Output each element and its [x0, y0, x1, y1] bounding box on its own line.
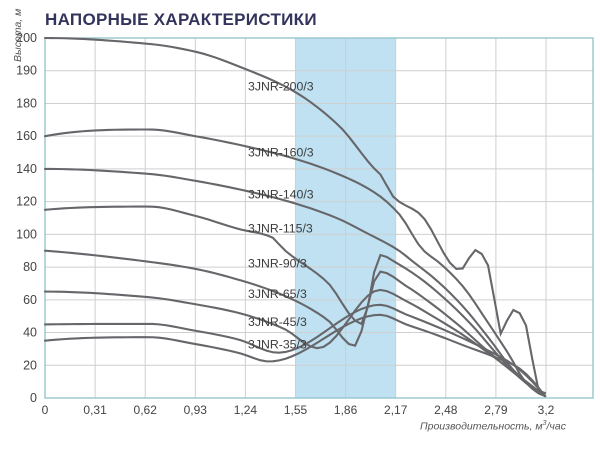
svg-text:60: 60: [23, 293, 37, 307]
svg-text:3,2: 3,2: [538, 403, 555, 417]
svg-text:0: 0: [30, 391, 37, 405]
svg-text:3JNR-115/3: 3JNR-115/3: [248, 221, 313, 235]
svg-text:180: 180: [16, 97, 37, 111]
svg-text:1,24: 1,24: [234, 403, 258, 417]
svg-text:1,86: 1,86: [334, 403, 358, 417]
svg-text:160: 160: [16, 129, 37, 143]
svg-text:3JNR-140/3: 3JNR-140/3: [248, 188, 314, 202]
svg-text:140: 140: [16, 162, 37, 176]
svg-text:0,93: 0,93: [184, 403, 208, 417]
svg-text:3JNR-65/3: 3JNR-65/3: [248, 287, 307, 301]
svg-text:0,62: 0,62: [134, 403, 158, 417]
svg-text:3JNR-200/3: 3JNR-200/3: [248, 79, 314, 93]
svg-text:1,55: 1,55: [284, 403, 308, 417]
svg-text:2,79: 2,79: [484, 403, 508, 417]
svg-text:2,17: 2,17: [384, 403, 408, 417]
svg-text:100: 100: [16, 227, 37, 241]
svg-text:120: 120: [16, 195, 37, 209]
svg-text:3JNR-45/3: 3JNR-45/3: [248, 315, 307, 329]
svg-text:40: 40: [23, 326, 37, 340]
svg-text:190: 190: [16, 64, 37, 78]
svg-text:0,31: 0,31: [83, 403, 107, 417]
svg-text:3JNR-35/3: 3JNR-35/3: [248, 338, 307, 352]
svg-text:3JNR-90/3: 3JNR-90/3: [248, 256, 307, 270]
svg-text:2,48: 2,48: [434, 403, 458, 417]
svg-text:3JNR-160/3: 3JNR-160/3: [248, 145, 314, 159]
svg-text:20: 20: [23, 358, 37, 372]
svg-text:0: 0: [42, 403, 49, 417]
svg-text:80: 80: [23, 260, 37, 274]
